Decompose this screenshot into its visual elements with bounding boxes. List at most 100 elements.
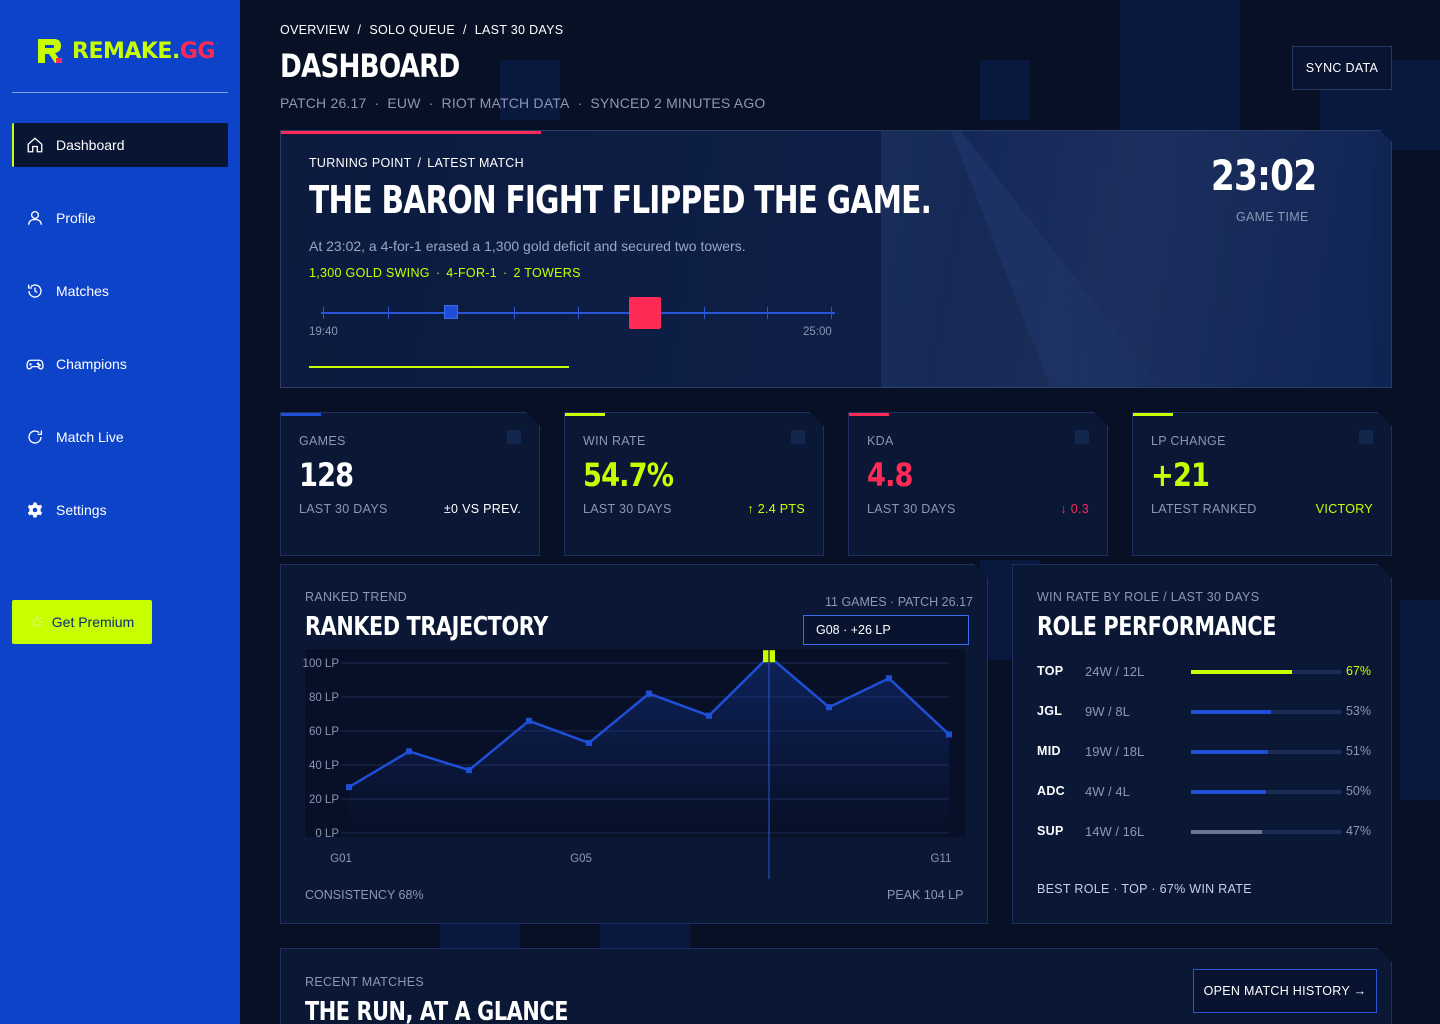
brand-logo[interactable]: REMAKE.GG	[36, 36, 215, 66]
gear-icon	[27, 502, 43, 518]
data-point	[946, 731, 952, 738]
ranked-trend-chart[interactable]: 100 LP 80 LP 60 LP 40 LP 20 LP 0 LP G01 G05 G11	[281, 649, 989, 879]
stat-accent	[849, 413, 889, 416]
breadcrumb: OVERVIEW / SOLO QUEUE / LAST 30 DAYS	[280, 23, 564, 37]
game-time-label: GAME TIME	[1236, 210, 1309, 224]
hero-title: THE BARON FIGHT FLIPPED THE GAME.	[309, 178, 932, 222]
breadcrumb-item[interactable]: SOLO QUEUE	[369, 23, 455, 37]
role-record: 19W / 18L	[1085, 744, 1145, 759]
y-tick-label: 0 LP	[315, 828, 339, 840]
hero-description: At 23:02, a 4-for-1 erased a 1,300 gold …	[309, 238, 746, 254]
data-point	[886, 675, 892, 682]
hero-eyebrow: TURNING POINT / LATEST MATCH	[309, 156, 524, 170]
sidebar-item-label: Match Live	[56, 429, 124, 445]
y-tick-label: 20 LP	[309, 794, 339, 806]
role-row-adc[interactable]: ADC 4W / 4L 50%	[1037, 782, 1371, 802]
history-icon	[27, 284, 42, 298]
open-match-history-button[interactable]: OPEN MATCH HISTORY →	[1193, 969, 1377, 1013]
panel-eyebrow: RANKED TREND	[305, 590, 407, 604]
role-winrate-pct: 50%	[1345, 784, 1371, 798]
stat-accent	[281, 413, 321, 416]
logo-mark-icon	[38, 39, 62, 63]
page-title: DASHBOARD	[280, 47, 460, 85]
role-record: 24W / 12L	[1085, 664, 1145, 679]
stat-value: 54.7%	[583, 456, 674, 494]
role-winrate-track	[1191, 710, 1341, 714]
timeline-turning-point-marker[interactable]	[629, 297, 661, 329]
role-name: JGL	[1037, 704, 1063, 718]
sidebar-item-label: Profile	[56, 210, 96, 226]
stat-label: GAMES	[299, 434, 346, 448]
recent-matches-panel: RECENT MATCHES THE RUN, AT A GLANCE OPEN…	[280, 948, 1392, 1024]
selected-game-badge[interactable]: G08 · +26 LP	[803, 615, 969, 645]
sidebar-item-profile[interactable]: Profile	[12, 196, 228, 240]
sync-data-button[interactable]: SYNC DATA	[1292, 46, 1392, 90]
hero-accent-bar	[281, 131, 541, 134]
stat-card-games[interactable]: GAMES 128 LAST 30 DAYS ±0 VS PREV.	[280, 412, 540, 556]
stat-delta: VICTORY	[1315, 502, 1373, 516]
role-row-sup[interactable]: SUP 14W / 16L 47%	[1037, 822, 1371, 842]
timeline-end-label: 25:00	[803, 326, 832, 338]
stat-corner-square	[791, 430, 805, 444]
sidebar-item-matches[interactable]: Matches	[12, 269, 228, 313]
premium-label: Get Premium	[51, 614, 135, 630]
sidebar-item-label: Settings	[56, 502, 107, 518]
role-winrate-bar	[1191, 830, 1262, 834]
role-winrate-track	[1191, 670, 1341, 674]
data-point	[526, 717, 532, 724]
get-premium-button[interactable]: Get Premium	[12, 600, 152, 644]
timeline-event-marker[interactable]	[444, 305, 458, 319]
role-winrate-pct: 67%	[1345, 664, 1371, 678]
match-timeline[interactable]	[309, 297, 839, 329]
panel-eyebrow: RECENT MATCHES	[305, 975, 425, 989]
stat-card-lp-change[interactable]: LP CHANGE +21 LATEST RANKED VICTORY	[1132, 412, 1392, 556]
data-point	[406, 748, 412, 755]
role-performance-panel: WIN RATE BY ROLE / LAST 30 DAYS ROLE PER…	[1012, 564, 1392, 924]
role-row-top[interactable]: TOP 24W / 12L 67%	[1037, 662, 1371, 682]
role-name: TOP	[1037, 664, 1064, 678]
y-tick-label: 40 LP	[309, 760, 339, 772]
role-row-mid[interactable]: MID 19W / 18L 51%	[1037, 742, 1371, 762]
data-point	[826, 704, 832, 711]
stat-corner-square	[507, 430, 521, 444]
ranked-trajectory-panel: RANKED TREND RANKED TRAJECTORY 11 GAMES …	[280, 564, 988, 924]
role-winrate-bar	[1191, 670, 1292, 674]
breadcrumb-item[interactable]: OVERVIEW	[280, 23, 350, 37]
home-icon	[27, 137, 43, 153]
stat-card-win-rate[interactable]: WIN RATE 54.7% LAST 30 DAYS ↑ 2.4 PTS	[564, 412, 824, 556]
role-winrate-pct: 53%	[1345, 704, 1371, 718]
role-record: 14W / 16L	[1085, 824, 1145, 839]
timeline-tick	[704, 307, 705, 319]
role-winrate-pct: 47%	[1345, 824, 1371, 838]
stat-label: LP CHANGE	[1151, 434, 1226, 448]
role-winrate-pct: 51%	[1345, 744, 1371, 758]
sidebar-item-dashboard[interactable]: Dashboard	[12, 123, 228, 167]
role-name: SUP	[1037, 824, 1064, 838]
timeline-tick	[388, 307, 389, 319]
stat-delta: ↑ 2.4 PTS	[747, 502, 805, 516]
panel-eyebrow: WIN RATE BY ROLE / LAST 30 DAYS	[1037, 590, 1260, 604]
consistency-stat: CONSISTENCY 68%	[305, 888, 424, 902]
sidebar-item-match-live[interactable]: Match Live	[12, 415, 228, 459]
stat-sub: LATEST RANKED	[1151, 502, 1257, 516]
stat-value: 128	[299, 456, 354, 494]
timeline-tick	[767, 307, 768, 319]
sidebar-nav: Dashboard Profile Matches Champions Matc…	[12, 123, 228, 561]
data-point	[466, 767, 472, 774]
stat-corner-square	[1359, 430, 1373, 444]
stat-delta: ↓ 0.3	[1060, 502, 1089, 516]
hero-tags: 1,300 GOLD SWING · 4-FOR-1 · 2 TOWERS	[309, 266, 581, 280]
sidebar-item-settings[interactable]: Settings	[12, 488, 228, 532]
panel-title: ROLE PERFORMANCE	[1037, 612, 1277, 642]
role-record: 9W / 8L	[1085, 704, 1130, 719]
role-winrate-bar	[1191, 790, 1266, 794]
timeline-tick	[578, 307, 579, 319]
brand-name: REMAKE.GG	[72, 38, 215, 64]
role-winrate-bar	[1191, 750, 1268, 754]
sidebar-item-champions[interactable]: Champions	[12, 342, 228, 386]
role-row-jgl[interactable]: JGL 9W / 8L 53%	[1037, 702, 1371, 722]
chart-meta: 11 GAMES · PATCH 26.17	[825, 595, 973, 609]
panel-title: RANKED TRAJECTORY	[305, 612, 548, 642]
stat-card-kda[interactable]: KDA 4.8 LAST 30 DAYS ↓ 0.3	[848, 412, 1108, 556]
role-record: 4W / 4L	[1085, 784, 1130, 799]
